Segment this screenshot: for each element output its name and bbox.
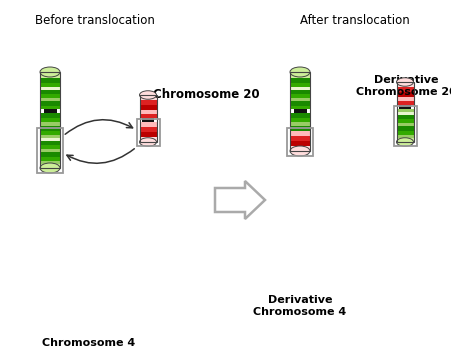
Bar — [396, 138, 414, 142]
Bar — [290, 87, 310, 90]
Bar — [40, 122, 60, 126]
Bar — [290, 136, 310, 141]
Ellipse shape — [139, 138, 156, 146]
Bar — [290, 78, 310, 83]
Bar — [139, 122, 156, 127]
Bar — [400, 105, 410, 109]
Text: Derivative
Chromosome 20: Derivative Chromosome 20 — [356, 75, 451, 97]
Ellipse shape — [290, 67, 310, 77]
Bar — [40, 152, 60, 157]
Polygon shape — [307, 109, 310, 113]
Bar — [139, 95, 156, 100]
Bar — [40, 145, 60, 149]
Text: Derivative
Chromosome 4: Derivative Chromosome 4 — [253, 295, 347, 317]
Text: After translocation: After translocation — [300, 14, 410, 27]
Bar — [290, 146, 310, 151]
Bar — [40, 131, 60, 135]
Bar — [40, 94, 60, 98]
Bar — [40, 118, 60, 122]
Bar — [290, 131, 310, 136]
Bar — [290, 122, 310, 126]
Bar — [290, 141, 310, 146]
Bar — [396, 115, 414, 119]
Bar — [396, 112, 414, 115]
Bar — [290, 113, 310, 118]
Bar — [290, 101, 310, 106]
Bar — [290, 83, 310, 87]
Bar — [396, 82, 414, 142]
Bar — [40, 90, 60, 94]
Polygon shape — [290, 109, 294, 113]
Bar — [40, 157, 60, 161]
Bar — [40, 138, 60, 141]
Bar — [396, 123, 414, 126]
Text: Before translocation: Before translocation — [35, 14, 155, 27]
Bar — [396, 109, 414, 112]
Bar — [40, 101, 60, 106]
Bar — [139, 100, 156, 105]
Bar — [396, 101, 414, 105]
Ellipse shape — [290, 146, 310, 156]
Polygon shape — [139, 118, 143, 122]
Ellipse shape — [40, 67, 60, 77]
Text: Chromosome 20: Chromosome 20 — [153, 88, 260, 101]
Bar — [139, 137, 156, 142]
Bar — [139, 110, 156, 114]
Bar — [143, 118, 153, 122]
Polygon shape — [40, 109, 43, 113]
Bar — [40, 126, 60, 131]
Text: Chromosome 4: Chromosome 4 — [42, 338, 135, 348]
Bar — [396, 131, 414, 135]
Bar — [139, 105, 156, 110]
Polygon shape — [396, 105, 400, 109]
Bar — [290, 72, 310, 78]
Bar — [40, 72, 60, 78]
Bar — [40, 78, 60, 83]
Bar — [290, 118, 310, 122]
Bar — [40, 161, 60, 164]
Bar — [40, 149, 60, 152]
Polygon shape — [56, 109, 60, 113]
Polygon shape — [410, 105, 414, 109]
Bar — [139, 132, 156, 137]
Bar — [290, 126, 310, 131]
Bar — [396, 87, 414, 92]
Polygon shape — [153, 118, 156, 122]
Bar — [37, 128, 63, 173]
Bar — [396, 97, 414, 101]
Bar — [294, 109, 307, 113]
Bar — [40, 98, 60, 101]
Bar — [40, 87, 60, 90]
Bar — [40, 72, 60, 168]
Bar — [290, 98, 310, 101]
Bar — [139, 95, 156, 142]
Ellipse shape — [396, 138, 414, 146]
Bar — [394, 106, 417, 146]
Bar — [40, 83, 60, 87]
Bar — [396, 126, 414, 131]
Bar — [43, 109, 56, 113]
Bar — [396, 135, 414, 138]
Polygon shape — [215, 181, 265, 219]
Bar — [40, 106, 60, 109]
Bar — [396, 119, 414, 123]
Ellipse shape — [40, 163, 60, 173]
Bar — [139, 114, 156, 118]
Bar — [40, 113, 60, 118]
Bar — [40, 135, 60, 138]
Bar — [139, 127, 156, 132]
Bar — [137, 119, 160, 146]
Ellipse shape — [396, 78, 414, 86]
Bar — [290, 90, 310, 94]
Bar — [290, 106, 310, 109]
Bar — [40, 164, 60, 168]
Bar — [287, 128, 313, 156]
Bar — [396, 82, 414, 87]
Bar — [396, 92, 414, 97]
Bar — [290, 72, 310, 151]
Bar — [40, 141, 60, 145]
Ellipse shape — [139, 91, 156, 99]
Bar — [290, 94, 310, 98]
